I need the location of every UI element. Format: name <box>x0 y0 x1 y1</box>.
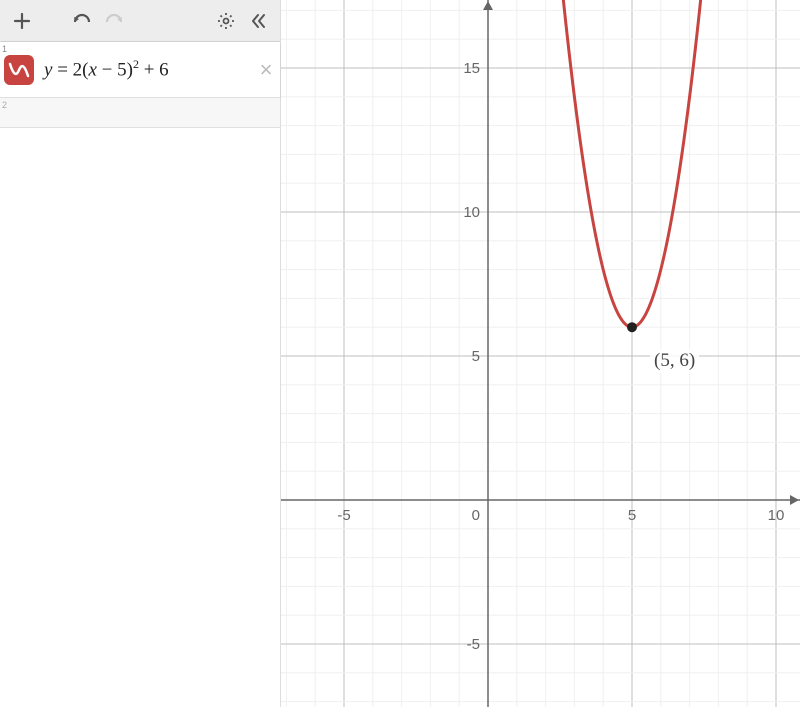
expression-formula[interactable]: y = 2(x − 5)2 + 6 <box>34 57 252 81</box>
expression-row[interactable]: 1 y = 2(x − 5)2 + 6 × <box>0 42 280 98</box>
close-icon[interactable]: × <box>252 57 280 83</box>
svg-text:-5: -5 <box>467 636 480 653</box>
expression-sidebar: 1 y = 2(x − 5)2 + 6 × 2 <box>0 0 281 707</box>
expression-list: 1 y = 2(x − 5)2 + 6 × 2 <box>0 42 280 707</box>
undo-button[interactable] <box>66 5 98 37</box>
point-label: (5, 6) <box>650 349 699 373</box>
svg-text:15: 15 <box>463 60 480 77</box>
svg-text:10: 10 <box>768 507 785 524</box>
svg-text:10: 10 <box>463 204 480 221</box>
collapse-button[interactable] <box>242 5 274 37</box>
svg-text:0: 0 <box>472 507 480 524</box>
expression-color-icon[interactable] <box>4 55 34 85</box>
add-button[interactable] <box>6 5 38 37</box>
expression-index: 1 <box>2 44 7 54</box>
toolbar <box>0 0 280 42</box>
svg-text:5: 5 <box>472 348 480 365</box>
expression-row-empty[interactable]: 2 <box>0 98 280 128</box>
graph-canvas: -5 5 10 -5 5 10 15 0 <box>281 0 800 707</box>
settings-button[interactable] <box>210 5 242 37</box>
graph-area[interactable]: -5 5 10 -5 5 10 15 0 (5, 6) <box>281 0 800 707</box>
svg-text:5: 5 <box>628 507 636 524</box>
expression-index: 2 <box>2 100 7 110</box>
svg-text:-5: -5 <box>337 507 350 524</box>
redo-button[interactable] <box>98 5 130 37</box>
